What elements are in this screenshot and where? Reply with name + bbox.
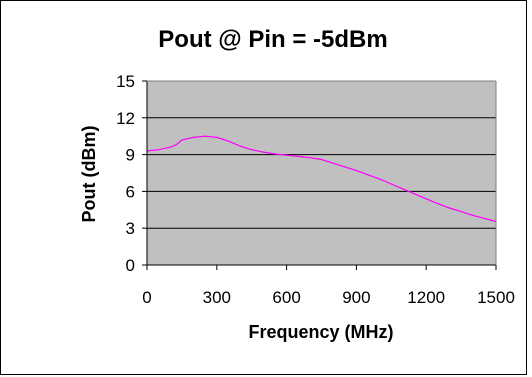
x-tick-label: 900: [342, 288, 370, 307]
data-point: [367, 174, 369, 176]
data-point: [262, 151, 264, 153]
y-tick-label: 3: [126, 219, 135, 238]
data-point: [390, 183, 392, 185]
data-point: [286, 154, 288, 156]
data-point: [158, 149, 160, 151]
chart-title: Pout @ Pin = -5dBm: [158, 26, 387, 53]
x-tick-label: 1500: [477, 288, 515, 307]
data-point: [344, 166, 346, 168]
data-point: [448, 207, 451, 209]
data-point: [472, 214, 474, 216]
data-point: [483, 217, 485, 219]
data-point: [460, 211, 462, 213]
y-axis-label: Pout (dBm): [79, 126, 99, 223]
data-point: [355, 169, 357, 172]
data-point: [169, 146, 171, 148]
data-point: [274, 153, 276, 155]
y-tick-label: 15: [116, 72, 135, 91]
data-point: [379, 178, 381, 180]
plot-area: [147, 81, 496, 265]
data-point: [239, 145, 241, 147]
x-tick-label: 1200: [407, 288, 445, 307]
data-point: [402, 188, 404, 190]
data-point: [332, 162, 334, 164]
data-point: [192, 136, 195, 139]
x-tick-label: 300: [203, 288, 231, 307]
data-point: [437, 203, 439, 205]
data-point: [181, 139, 183, 141]
x-axis-label: Frequency (MHz): [248, 322, 393, 342]
y-tick-label: 12: [116, 109, 135, 128]
data-point: [227, 140, 230, 142]
data-point: [216, 136, 218, 139]
x-tick-label: 600: [272, 288, 300, 307]
x-tick-label: 0: [142, 288, 151, 307]
data-point: [309, 157, 311, 159]
data-point: [187, 138, 189, 140]
y-tick-label: 0: [126, 256, 135, 275]
data-point: [413, 193, 416, 195]
data-point: [175, 144, 177, 146]
data-point: [320, 158, 323, 161]
data-point: [425, 198, 427, 200]
data-point: [297, 155, 299, 158]
y-tick-label: 9: [126, 146, 135, 165]
y-tick-label: 6: [126, 182, 135, 201]
data-point: [204, 135, 206, 137]
data-point: [251, 149, 253, 151]
